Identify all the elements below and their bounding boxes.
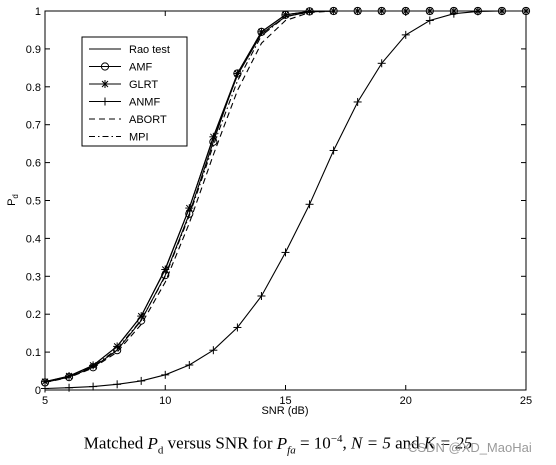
- caption-mid: versus SNR for: [167, 433, 273, 453]
- marker-plus: [113, 380, 122, 389]
- legend-label: AMF: [129, 62, 153, 74]
- y-tick-label: 0.2: [26, 309, 41, 321]
- marker-plus: [305, 200, 314, 209]
- marker-star: [305, 7, 314, 16]
- marker-star: [233, 69, 242, 78]
- legend-label: ANMF: [129, 97, 160, 109]
- marker-plus: [425, 16, 434, 25]
- caption-prefix: Matched: [83, 433, 144, 453]
- marker-star: [401, 7, 410, 15]
- caption-pfa: Pfa: [276, 433, 296, 457]
- marker-circle: [100, 62, 110, 71]
- marker-star: [377, 7, 386, 15]
- marker-star: [89, 361, 98, 370]
- marker-plus: [449, 9, 458, 18]
- marker-plus: [209, 346, 218, 355]
- marker-plus: [233, 323, 242, 332]
- axis-ticks: 5 10 15 20 25 0 0.1 0.2 0.3 0.4 0.5 0.6 0.7 0.8 0.9 1: [26, 6, 532, 407]
- x-tick-label: 15: [279, 395, 291, 407]
- marker-plus: [497, 7, 506, 15]
- watermark: CSDN @XD_MaoHai: [408, 440, 532, 455]
- chart: 5 10 15 20 25 0 0.1 0.2 0.3 0.4 0.5 0.6 0.7 0.8 0.9 1 S…: [6, 6, 532, 417]
- marker-star: [353, 7, 362, 15]
- caption-n: N = 5: [351, 433, 391, 453]
- x-tick-label: 20: [400, 395, 412, 407]
- marker-plus: [401, 30, 410, 39]
- legend: Rao test AMF GLRT ANMF ABORT MPI: [81, 36, 188, 147]
- caption-pfa-eq: = 10: [295, 433, 331, 453]
- y-tick-label: 0.6: [26, 158, 41, 170]
- marker-plus: [522, 7, 530, 15]
- legend-label: GLRT: [129, 79, 158, 91]
- marker-plus: [329, 146, 338, 155]
- marker-star: [209, 132, 218, 141]
- marker-plus: [353, 97, 362, 106]
- series-markers: [40, 6, 531, 393]
- y-axis-label: Pd: [6, 194, 20, 206]
- y-tick-label: 1: [35, 6, 41, 18]
- y-tick-label: 0.3: [26, 271, 41, 283]
- x-tick-label: 5: [42, 395, 48, 407]
- caption-pd: Pd: [147, 433, 164, 457]
- x-tick-label: 10: [159, 395, 171, 407]
- caption-k: K = 25: [423, 433, 473, 453]
- marker-star: [161, 265, 170, 274]
- figure-caption: Matched Pd versus SNR for Pfa = 10−4, N …: [83, 433, 473, 457]
- caption-and: and: [395, 433, 420, 453]
- caption-pfa-exp: −4: [330, 433, 343, 445]
- marker-star: [41, 377, 49, 386]
- legend-label: Rao test: [129, 44, 170, 56]
- marker-star: [113, 342, 122, 351]
- marker-star: [281, 10, 290, 19]
- marker-star: [425, 7, 434, 15]
- marker-star: [101, 80, 109, 88]
- marker-plus: [377, 59, 386, 68]
- x-tick-label: 25: [520, 395, 532, 407]
- marker-star: [257, 27, 266, 36]
- marker-plus: [137, 376, 146, 385]
- y-tick-label: 0.5: [26, 196, 41, 208]
- marker-plus: [257, 292, 266, 301]
- marker-star: [65, 371, 74, 380]
- marker-plus: [89, 382, 98, 391]
- marker-plus: [101, 97, 109, 106]
- legend-label: ABORT: [129, 114, 167, 126]
- marker-star: [329, 7, 338, 15]
- series-abort: [44, 10, 526, 383]
- y-tick-label: 0.1: [26, 347, 41, 359]
- marker-plus: [473, 7, 482, 16]
- legend-label: MPI: [129, 132, 149, 144]
- marker-plus: [65, 383, 74, 392]
- marker-star: [137, 312, 146, 321]
- marker-star: [185, 204, 194, 213]
- y-tick-label: 0.9: [26, 44, 41, 56]
- x-axis-label: SNR (dB): [261, 405, 308, 417]
- marker-plus: [281, 248, 290, 257]
- marker-plus: [161, 370, 170, 379]
- y-tick-label: 0.7: [26, 120, 41, 132]
- y-tick-label: 0.4: [26, 233, 41, 245]
- marker-plus: [185, 360, 194, 369]
- y-tick-label: 0.8: [26, 82, 41, 94]
- marker-plus: [41, 384, 49, 393]
- y-tick-label: 0: [35, 385, 41, 397]
